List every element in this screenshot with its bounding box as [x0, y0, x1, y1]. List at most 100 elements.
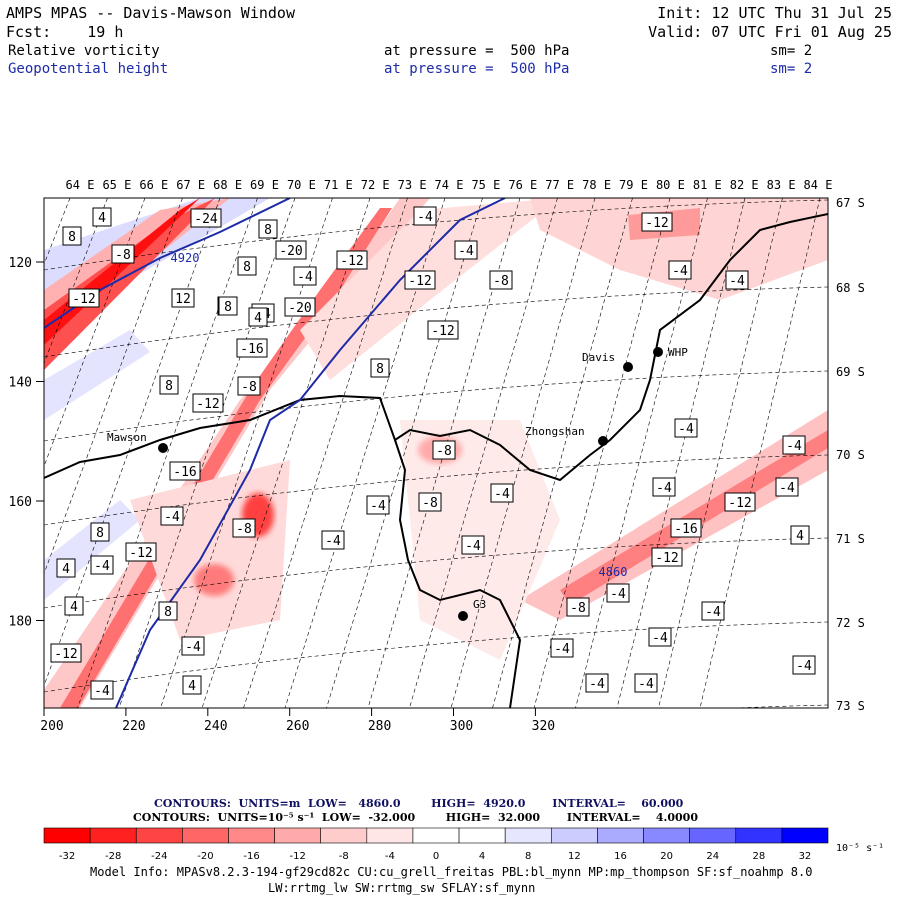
parallel-line [44, 621, 828, 693]
colorbar-tick-label: 28 [752, 851, 765, 862]
svg-text:-4: -4 [370, 499, 386, 514]
contour-label: 8 [237, 256, 257, 276]
svg-text:-4: -4 [610, 587, 626, 602]
svg-text:8: 8 [68, 230, 76, 245]
station-layer: Mawson Davis WHP Zhongshan G3 [107, 346, 688, 621]
lon-label: 69 E [250, 178, 279, 192]
colorbar-swatch [274, 827, 322, 844]
contour-label: -12 [125, 542, 157, 562]
svg-text:12: 12 [175, 292, 191, 307]
colorbar: -32 -28 -24 -20 -16 -12 -8 -4 0 4 8 12 16 20 24 28 32 [43, 827, 829, 862]
svg-text:-4: -4 [458, 244, 474, 259]
svg-text:-12: -12 [196, 397, 219, 412]
contour-label: -4 [775, 477, 799, 497]
svg-text:8: 8 [96, 526, 104, 541]
y-tick-label: 180 [9, 615, 32, 630]
colorbar-swatch [43, 827, 91, 844]
contour-label: 8 [370, 358, 390, 378]
contour-label: 12 [171, 288, 195, 308]
contour-label: -4 [792, 655, 816, 675]
svg-text:4: 4 [98, 211, 106, 226]
svg-text:-12: -12 [340, 254, 363, 269]
vorticity-max [194, 564, 234, 596]
forecast-hour: Fcst: 19 h [6, 23, 124, 41]
colorbar-swatch [781, 827, 829, 844]
contour-label: -16 [236, 338, 268, 358]
contour-label: -12 [192, 393, 224, 413]
meridian-line [44, 198, 221, 687]
contour-label: -4 [293, 266, 317, 286]
vorticity-band [560, 430, 828, 605]
lon-label: 78 E [582, 178, 611, 192]
meridian-line [658, 198, 783, 708]
colorbar-tick-label: -28 [105, 851, 121, 862]
contour-label: -4 [321, 530, 345, 550]
contour-label: -4 [550, 638, 574, 658]
contour-label: -12 [724, 492, 756, 512]
svg-text:-4: -4 [325, 534, 341, 549]
contour-label: -8 [489, 270, 513, 290]
contour-label: -4 [668, 260, 692, 280]
svg-text:-12: -12 [72, 292, 95, 307]
svg-text:8: 8 [376, 362, 384, 377]
svg-text:-12: -12 [728, 496, 751, 511]
vorticity-band [520, 410, 828, 620]
field-level-height: at pressure = 500 hPa [384, 61, 570, 77]
svg-text:8: 8 [224, 300, 232, 315]
lon-label: 80 E [656, 178, 685, 192]
contour-label: -4 [634, 673, 658, 693]
init-time: Init: 12 UTC Thu 31 Jul 25 [657, 4, 892, 22]
colorbar-tick-label: -32 [59, 851, 75, 862]
meridian-line [450, 198, 596, 708]
lon-label: 81 E [693, 178, 722, 192]
contour-label: -4 [652, 477, 676, 497]
station-label-mawson: Mawson [107, 431, 147, 444]
svg-text:-8: -8 [236, 522, 252, 537]
colorbar-swatch [412, 827, 460, 844]
svg-text:-4: -4 [494, 487, 510, 502]
svg-text:-4: -4 [554, 642, 570, 657]
contour-label: 8 [62, 226, 82, 246]
colorbar-tick-label: 0 [433, 851, 439, 862]
field-name-vorticity: Relative vorticity [8, 43, 160, 59]
svg-text:-8: -8 [570, 601, 586, 616]
lat-label: 68 S [836, 281, 865, 295]
lon-label: 79 E [619, 178, 648, 192]
parallel-line [44, 537, 828, 609]
colorbar-tick-label: 16 [614, 851, 627, 862]
contour-label: -12 [651, 547, 683, 567]
contour-label: -4 [454, 240, 478, 260]
lat-label: 73 S [836, 699, 865, 713]
contour-label: -4 [160, 506, 184, 526]
meridian-line [284, 198, 446, 708]
lon-label: 72 E [361, 178, 390, 192]
svg-text:-12: -12 [54, 647, 77, 662]
x-tick-label: 220 [122, 719, 145, 734]
meridian-line [118, 198, 296, 708]
svg-text:4: 4 [62, 562, 70, 577]
lon-label: 75 E [471, 178, 500, 192]
contours-info-height: CONTOURS: UNITS=m LOW= 4860.0 HIGH= 4920… [154, 797, 684, 810]
colorbar-tick-label: 32 [799, 851, 812, 862]
meridian-line [243, 198, 408, 708]
contour-label: -4 [585, 673, 609, 693]
lon-label: 65 E [102, 178, 131, 192]
field-level-vorticity: at pressure = 500 hPa [384, 43, 570, 59]
svg-text:-4: -4 [185, 640, 201, 655]
contour-label: -12 [50, 643, 82, 663]
field-sm-height: sm= 2 [770, 61, 813, 77]
vorticity-band [60, 208, 392, 708]
contour-label: 8 [218, 296, 238, 316]
x-tick-label: 300 [450, 719, 473, 734]
svg-text:4: 4 [188, 679, 196, 694]
colorbar-tick-label: 12 [568, 851, 581, 862]
parallel-line [728, 704, 828, 708]
lon-label: 64 E [66, 178, 95, 192]
contour-label: -4 [366, 495, 390, 515]
contour-label: -20 [284, 297, 316, 317]
lat-label: 72 S [836, 616, 865, 630]
svg-text:-12: -12 [408, 274, 431, 289]
contour-label: -8 [232, 518, 256, 538]
colorbar-swatch [182, 827, 229, 844]
parallel-line [44, 454, 828, 526]
